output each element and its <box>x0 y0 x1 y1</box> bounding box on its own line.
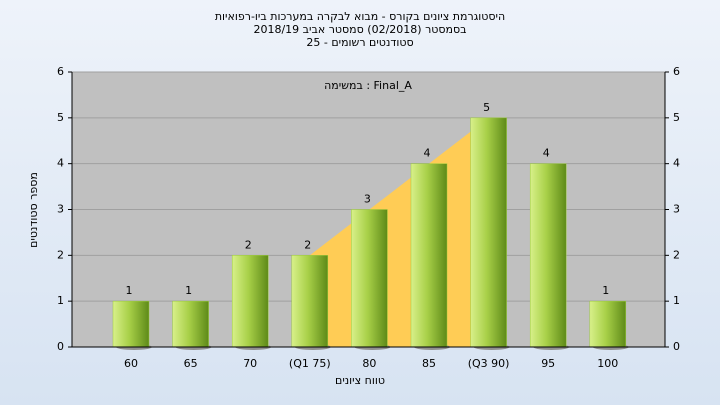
bar <box>291 255 329 348</box>
data-label: 2 <box>304 238 311 251</box>
y2-tick-label: 0 <box>673 340 680 353</box>
data-label: 5 <box>483 101 490 114</box>
y-tick-label: 5 <box>57 111 64 124</box>
data-label: 1 <box>602 284 609 297</box>
x-tick-label: 80 <box>362 357 376 370</box>
bar <box>231 255 269 348</box>
data-label: 4 <box>543 147 550 160</box>
data-label: 2 <box>245 238 252 251</box>
x-tick-label: 85 <box>422 357 436 370</box>
x-tick-label: 60 <box>124 357 138 370</box>
bar <box>589 300 627 348</box>
data-label: 4 <box>424 147 431 160</box>
x-tick-label: 95 <box>541 357 555 370</box>
y2-tick-label: 4 <box>673 157 680 170</box>
bar <box>470 117 507 348</box>
y-tick-label: 1 <box>57 294 64 307</box>
bar <box>112 300 150 348</box>
x-tick-label: 100 <box>597 357 618 370</box>
bar <box>351 209 388 348</box>
bar <box>172 300 209 348</box>
x-axis-label: טווח ציונים <box>335 374 385 387</box>
x-tick-label: (Q3 90) <box>468 357 510 370</box>
x-tick-label: (Q1 75) <box>289 357 331 370</box>
data-label: 3 <box>364 193 371 206</box>
chart-title: היסטוגרמת ציונים בקורס - מבוא לבקרה במער… <box>215 10 505 23</box>
y-tick-label: 6 <box>57 65 64 78</box>
bar <box>529 163 567 348</box>
y-tick-label: 3 <box>57 203 64 216</box>
y2-tick-label: 2 <box>673 248 680 261</box>
x-tick-label: 70 <box>243 357 257 370</box>
y2-tick-label: 6 <box>673 65 680 78</box>
chart-subtitle: בסמסטר (02/2018) סמסטר אביב 2018/19 <box>253 23 466 36</box>
y2-tick-label: 5 <box>673 111 680 124</box>
y-tick-label: 2 <box>57 248 64 261</box>
bar <box>410 163 448 348</box>
y-tick-label: 0 <box>57 340 64 353</box>
data-label: 1 <box>185 284 192 297</box>
x-tick-label: 65 <box>184 357 198 370</box>
annotation: במשימה : Final_A <box>324 79 412 92</box>
y-axis-label: מספר סטודנטים <box>27 172 40 248</box>
data-label: 1 <box>126 284 133 297</box>
y2-tick-label: 3 <box>673 203 680 216</box>
y-tick-label: 4 <box>57 157 64 170</box>
chart-subtitle: סטודנטים רשומים - 25 <box>306 36 413 49</box>
y2-tick-label: 1 <box>673 294 680 307</box>
